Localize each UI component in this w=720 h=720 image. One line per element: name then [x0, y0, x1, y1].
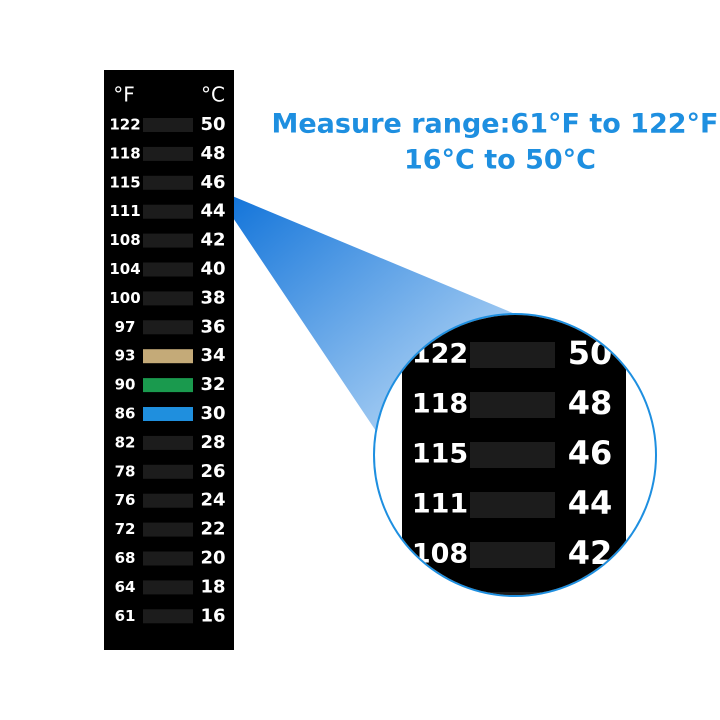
temp-c: 20	[200, 548, 225, 569]
temp-c: 24	[200, 490, 225, 511]
zoom-indicator	[470, 542, 555, 568]
zoom-temp-c: 50	[568, 334, 613, 372]
indicator	[143, 522, 193, 537]
temp-c: 30	[200, 403, 225, 424]
indicator	[143, 609, 193, 624]
indicator	[143, 146, 193, 161]
title-line-2: 16°C to 50°C	[404, 145, 596, 176]
indicator	[143, 407, 193, 421]
temp-f: 72	[115, 520, 136, 538]
zoom-temp-c: 40	[568, 584, 613, 622]
header-f: °F	[113, 83, 135, 107]
temp-c: 36	[200, 316, 225, 337]
temp-f: 108	[109, 231, 140, 249]
zoom-indicator	[470, 442, 555, 468]
temp-c: 16	[200, 605, 225, 626]
strip-rows: 122 50 118 48 115 46 111 44 108 42 104 40 100 38 97 36 9…	[109, 114, 225, 626]
indicator	[143, 291, 193, 306]
temp-c: 50	[200, 114, 225, 135]
temp-f: 90	[115, 376, 136, 394]
temp-c: 28	[200, 432, 225, 453]
temp-f: 100	[109, 289, 140, 307]
indicator	[143, 435, 193, 450]
indicator	[143, 175, 193, 190]
indicator	[143, 233, 193, 248]
temp-c: 38	[200, 287, 225, 308]
temp-f: 93	[115, 347, 136, 365]
indicator	[143, 580, 193, 595]
temp-f: 86	[115, 405, 136, 423]
indicator	[143, 378, 193, 393]
indicator	[143, 262, 193, 277]
temp-c: 26	[200, 461, 225, 482]
indicator	[143, 493, 193, 508]
indicator	[143, 551, 193, 566]
zoom-temp-f: 111	[412, 489, 468, 520]
temp-c: 46	[200, 172, 225, 193]
temp-c: 44	[200, 201, 225, 222]
temp-f: 61	[115, 607, 136, 625]
temp-f: 64	[115, 578, 136, 596]
zoom-temp-f: 118	[412, 389, 468, 420]
temp-f: 122	[109, 116, 140, 134]
temp-c: 48	[200, 143, 225, 164]
zoom-indicator	[470, 492, 555, 518]
zoom-temp-c: 44	[568, 484, 613, 522]
temp-f: 68	[115, 549, 136, 567]
indicator	[143, 464, 193, 479]
zoom-indicator	[470, 392, 555, 418]
temp-f: 118	[109, 144, 140, 162]
zoom-indicator	[470, 592, 555, 595]
zoom-temp-c: 42	[568, 534, 613, 572]
temp-c: 22	[200, 519, 225, 540]
temp-f: 115	[109, 173, 140, 191]
temp-f: 82	[115, 433, 136, 451]
zoom-temp-f: 115	[412, 439, 468, 470]
indicator	[143, 204, 193, 219]
temp-f: 97	[115, 318, 136, 336]
zoom-temp-c: 46	[568, 434, 613, 472]
zoom-temp-c: 48	[568, 384, 613, 422]
temp-f: 76	[115, 491, 136, 509]
temp-f: 111	[109, 202, 140, 220]
temp-c: 32	[200, 374, 225, 395]
temp-f: 104	[109, 260, 140, 278]
temp-c: 42	[200, 230, 225, 251]
temp-c: 18	[200, 576, 225, 597]
temp-f: 78	[115, 462, 136, 480]
temp-c: 40	[200, 259, 225, 280]
indicator	[143, 349, 193, 364]
title-line-1: Measure range:61°F to 122°F	[272, 109, 719, 140]
indicator	[143, 118, 193, 132]
zoom-indicator	[470, 342, 555, 368]
zoom-temp-f: 108	[412, 539, 468, 570]
header-c: °C	[201, 83, 225, 107]
temp-c: 34	[200, 345, 225, 366]
zoom-temp-f: 104	[412, 589, 468, 620]
indicator	[143, 320, 193, 335]
